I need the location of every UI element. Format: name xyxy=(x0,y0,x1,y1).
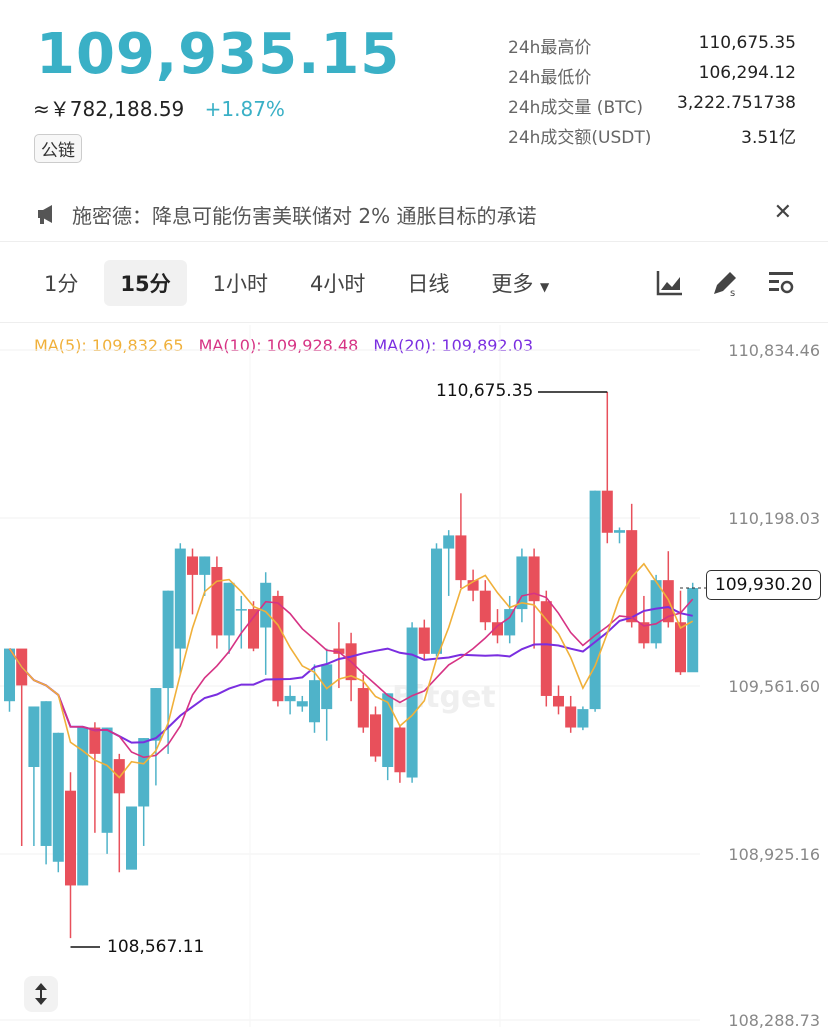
stat-value-low: 106,294.12 xyxy=(698,63,796,83)
candle-body xyxy=(455,535,467,581)
timeframe-tabs: 1分 15分 1小时 4小时 日线 更多 ▼ xyxy=(28,260,575,306)
candle-body xyxy=(638,622,650,644)
candle-body xyxy=(467,580,479,591)
candle-body xyxy=(687,588,699,673)
tab-daily[interactable]: 日线 xyxy=(407,272,450,296)
candle-body xyxy=(601,490,613,533)
change-percent: +1.87% xyxy=(204,97,285,121)
price-cny-row: ≈￥782,188.59 +1.87% xyxy=(33,93,285,122)
y-tick: 110,198.03 xyxy=(728,509,820,528)
candle-body xyxy=(52,732,64,862)
candle-body xyxy=(174,548,186,649)
divider xyxy=(0,322,828,323)
candle-body xyxy=(553,695,564,707)
candle-body xyxy=(540,601,552,696)
cny-value: ≈￥782,188.59 xyxy=(33,97,185,121)
candle-body xyxy=(150,688,162,741)
close-icon[interactable]: ✕ xyxy=(773,200,792,225)
candle-body xyxy=(40,701,52,846)
ma5-line xyxy=(8,562,694,779)
candle-body xyxy=(65,790,76,886)
y-tick: 109,561.60 xyxy=(728,677,820,696)
candle-body xyxy=(77,727,89,886)
candle-body xyxy=(126,806,137,870)
megaphone-icon xyxy=(36,203,62,225)
candle-body xyxy=(516,556,528,610)
candle-body xyxy=(675,622,686,673)
candle-body xyxy=(309,680,320,723)
draw-tool-icon[interactable]: s xyxy=(710,268,742,300)
y-tick: 110,834.46 xyxy=(728,341,820,360)
candle-body xyxy=(235,609,247,611)
stat-label-turnover: 24h成交额(USDT) xyxy=(508,128,652,148)
tab-1h[interactable]: 1小时 xyxy=(212,272,268,296)
candlestick-chart[interactable] xyxy=(0,325,828,1027)
candle-body xyxy=(211,566,223,636)
svg-text:s: s xyxy=(730,288,735,298)
chevron-down-icon: ▼ xyxy=(540,280,550,294)
candle-body xyxy=(187,556,198,575)
candle-body xyxy=(248,609,259,649)
candle-body xyxy=(4,648,15,702)
candle-body xyxy=(431,548,442,654)
expand-icon[interactable] xyxy=(24,976,58,1012)
notice-text: 施密德：降息可能伤害美联储对 2% 通胀目标的承诺 xyxy=(72,203,537,228)
chart-type-icon[interactable] xyxy=(655,268,687,300)
candle-body xyxy=(138,738,150,807)
stat-label-volume: 24h成交量 (BTC) xyxy=(508,98,643,118)
candle-body xyxy=(528,556,540,602)
candle-body xyxy=(418,627,430,654)
tab-15m[interactable]: 15分 xyxy=(104,260,187,306)
candle-body xyxy=(321,664,333,710)
candle-body xyxy=(370,714,381,757)
candle-body xyxy=(589,490,601,710)
candle-body xyxy=(223,582,235,636)
stat-value-high: 110,675.35 xyxy=(698,33,796,53)
news-notice[interactable]: 施密德：降息可能伤害美联储对 2% 通胀目标的承诺 xyxy=(36,197,796,231)
current-price: 109,935.15 xyxy=(36,22,401,87)
candle-body xyxy=(443,535,455,549)
high-price-label: 110,675.35 xyxy=(436,381,534,401)
candle-body xyxy=(162,590,174,689)
tab-1m[interactable]: 1分 xyxy=(44,272,79,296)
ma20-line xyxy=(8,605,693,744)
candle-body xyxy=(382,693,394,768)
y-tick: 108,288.73 xyxy=(728,1011,820,1030)
candle-body xyxy=(492,622,503,636)
candle-body xyxy=(406,627,418,778)
candle-body xyxy=(650,580,662,644)
y-tick: 108,925.16 xyxy=(728,845,820,864)
indicator-settings-icon[interactable] xyxy=(766,268,798,300)
candle-body xyxy=(272,595,284,702)
ma10-line xyxy=(8,592,694,759)
divider xyxy=(0,241,828,242)
stat-label-low: 24h最低价 xyxy=(508,68,592,88)
candle-body xyxy=(101,727,113,833)
low-price-label: 108,567.11 xyxy=(107,937,205,957)
candle-body xyxy=(479,590,491,623)
stat-value-volume: 3,222.751738 xyxy=(677,93,796,113)
candle-body xyxy=(296,701,308,707)
tab-more-label: 更多 xyxy=(491,272,534,296)
candle-body xyxy=(28,706,40,768)
candle-body xyxy=(89,727,101,754)
candle-body xyxy=(565,706,577,728)
tab-4h[interactable]: 4小时 xyxy=(309,272,366,296)
current-price-tag[interactable]: 109,930.20 xyxy=(706,570,822,600)
candle-body xyxy=(504,609,516,636)
tab-more[interactable]: 更多 ▼ xyxy=(475,260,565,306)
candle-body xyxy=(199,556,211,575)
candle-body xyxy=(614,530,625,533)
stat-value-turnover: 3.51亿 xyxy=(741,128,796,148)
candle-body xyxy=(577,709,589,728)
candle-body xyxy=(394,727,406,773)
candle-body xyxy=(260,582,272,628)
stat-label-high: 24h最高价 xyxy=(508,38,592,58)
candle-body xyxy=(357,688,369,728)
candle-body xyxy=(284,695,296,702)
category-tag[interactable]: 公链 xyxy=(34,134,82,163)
